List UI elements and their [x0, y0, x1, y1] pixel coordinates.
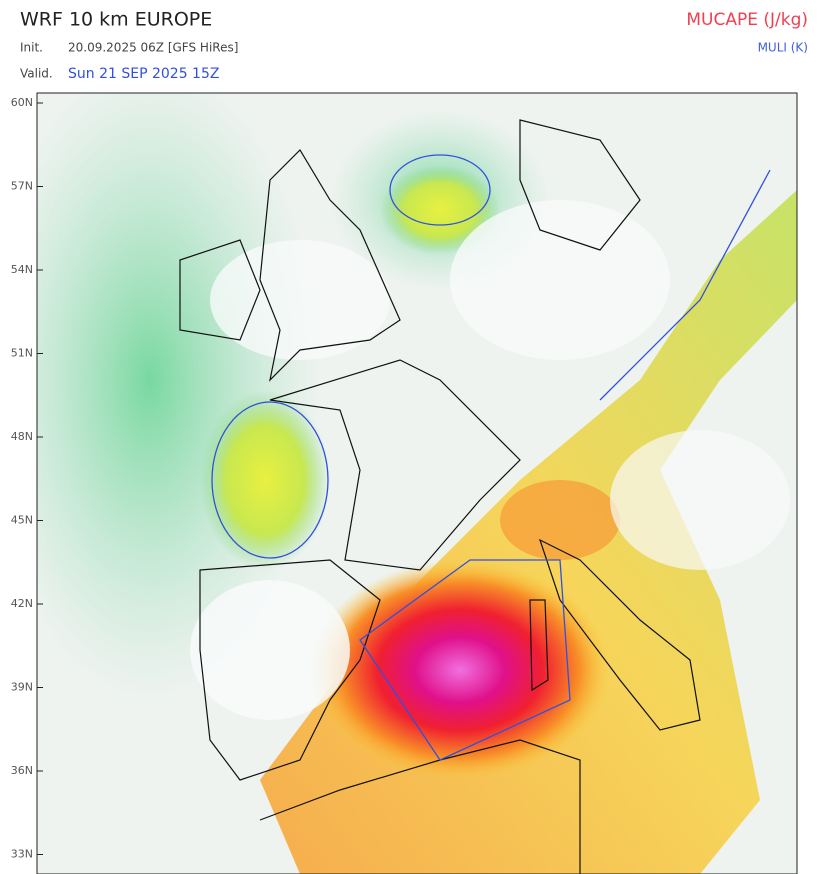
latitude-axis: 60N 57N 54N 51N 48N 45N 42N 39N 36N 33N — [11, 96, 43, 861]
lat-label: 60N — [11, 96, 33, 109]
muli-contour — [389, 154, 491, 226]
yellow-area — [200, 390, 330, 570]
lat-label: 33N — [11, 848, 33, 861]
britain — [259, 149, 401, 382]
lat-label: 45N — [11, 514, 33, 527]
iberia — [199, 559, 381, 781]
legend-primary: MUCAPE (J/kg) — [686, 10, 808, 30]
white-area — [610, 430, 790, 570]
ireland — [179, 239, 261, 341]
coastlines — [179, 119, 701, 874]
muli-contour — [599, 169, 771, 401]
muli-contours — [211, 154, 771, 761]
white-area — [190, 580, 350, 720]
valid-value: Sun 21 SEP 2025 15Z — [68, 66, 219, 82]
north-africa — [259, 739, 581, 874]
lat-label: 39N — [11, 681, 33, 694]
muli-contour — [211, 401, 329, 559]
sardinia — [529, 599, 549, 692]
init-label: Init. — [20, 41, 43, 55]
map-field — [37, 93, 797, 874]
init-value: 20.09.2025 06Z [GFS HiRes] — [68, 41, 238, 55]
white-area — [450, 200, 670, 360]
denmark — [519, 119, 641, 251]
lat-label: 51N — [11, 347, 33, 360]
france — [269, 359, 521, 571]
italy — [538, 538, 701, 731]
yellow-area — [380, 165, 500, 255]
lat-label: 48N — [11, 430, 33, 443]
hot-area — [310, 560, 610, 780]
lat-label: 42N — [11, 597, 33, 610]
lat-label: 36N — [11, 764, 33, 777]
valid-label: Valid. — [20, 67, 53, 81]
title: WRF 10 km EUROPE — [20, 9, 212, 31]
muli-contour — [359, 559, 571, 761]
map-frame — [36, 92, 798, 874]
lat-label: 54N — [11, 263, 33, 276]
legend-secondary: MULI (K) — [758, 41, 808, 55]
lat-label: 57N — [11, 180, 33, 193]
white-area — [210, 240, 390, 360]
orange-area — [500, 480, 620, 560]
